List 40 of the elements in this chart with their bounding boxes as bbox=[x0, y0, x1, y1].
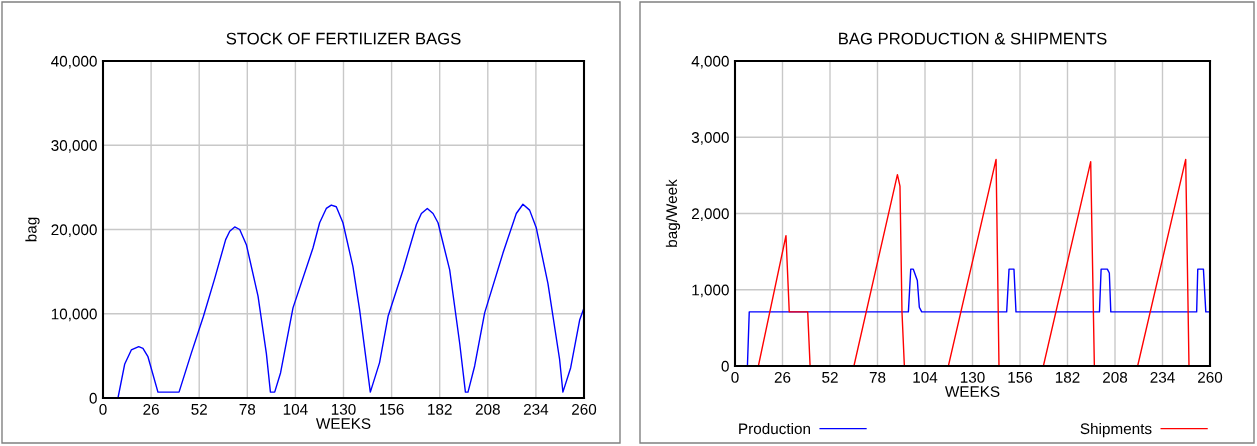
x-tick-label: 156 bbox=[380, 403, 404, 415]
x-tick-label: 260 bbox=[572, 403, 597, 415]
x-tick-label: 104 bbox=[283, 403, 308, 415]
y-tick-label: 3,000 bbox=[691, 132, 729, 145]
x-tick-label: 52 bbox=[822, 371, 838, 383]
x-tick-label: 208 bbox=[1103, 371, 1128, 383]
y-tick-label: 30,000 bbox=[51, 140, 97, 153]
chart-title: STOCK OF FERTILIZER BAGS bbox=[226, 32, 461, 45]
chart-title: BAG PRODUCTION & SHIPMENTS bbox=[839, 32, 1107, 45]
legend-label: Production bbox=[739, 422, 810, 435]
x-tick-label: 26 bbox=[774, 371, 791, 383]
x-tick-label: 182 bbox=[428, 403, 452, 415]
x-tick-label: 234 bbox=[1150, 371, 1175, 383]
x-tick-label: 182 bbox=[1055, 371, 1080, 383]
x-tick-label: 104 bbox=[913, 371, 938, 383]
x-axis-title: WEEKS bbox=[315, 418, 371, 430]
legend-label: Shipments bbox=[1080, 422, 1152, 438]
y-tick-label: 2,000 bbox=[691, 208, 729, 221]
y-tick-label: 0 bbox=[89, 392, 97, 404]
x-tick-label: 260 bbox=[1198, 371, 1223, 383]
x-tick-label: 26 bbox=[143, 403, 159, 415]
y-tick-label: 40,000 bbox=[51, 55, 97, 69]
x-tick-label: 156 bbox=[1008, 371, 1033, 383]
x-tick-label: 52 bbox=[191, 403, 207, 415]
x-tick-label: 0 bbox=[99, 403, 107, 415]
x-axis-title: WEEKS bbox=[944, 386, 1000, 398]
x-tick-label: 0 bbox=[731, 371, 739, 383]
y-tick-label: 0 bbox=[721, 360, 729, 372]
y-tick-label: 10,000 bbox=[51, 308, 97, 322]
x-tick-label: 78 bbox=[239, 403, 256, 415]
y-tick-label: 1,000 bbox=[692, 284, 729, 298]
y-tick-label: 20,000 bbox=[51, 224, 97, 237]
y-axis-title: bag bbox=[25, 217, 40, 242]
x-tick-label: 130 bbox=[331, 403, 356, 415]
x-tick-label: 78 bbox=[869, 371, 886, 383]
x-tick-label: 234 bbox=[523, 403, 549, 415]
y-tick-label: 4,000 bbox=[691, 55, 729, 69]
x-tick-label: 130 bbox=[960, 371, 985, 383]
y-axis-title: bag/Week bbox=[665, 179, 681, 247]
x-tick-label: 208 bbox=[475, 403, 500, 415]
